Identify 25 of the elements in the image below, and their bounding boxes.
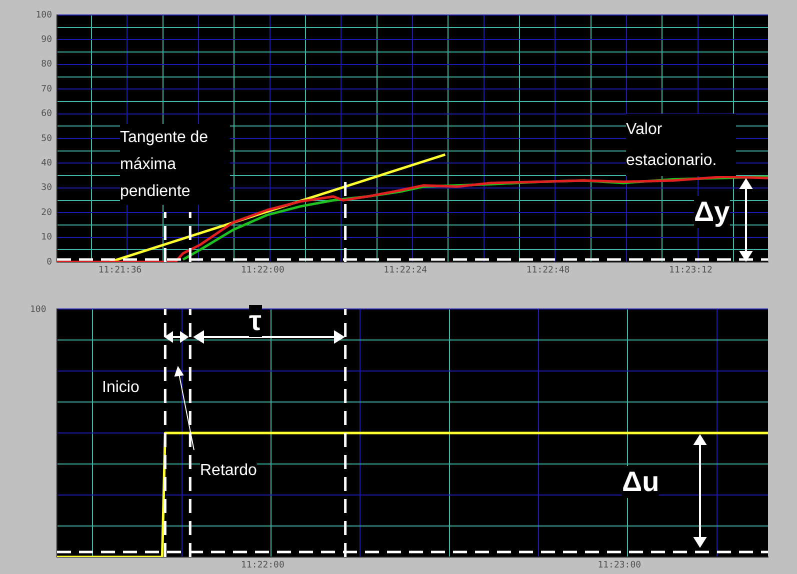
y-tick-label: 0 bbox=[46, 257, 52, 268]
x-tick-label: 11:23:00 bbox=[598, 560, 642, 571]
x-tick-label: 11:23:12 bbox=[669, 266, 712, 276]
y-tick-label: 80 bbox=[41, 60, 52, 70]
y-tick-label: 50 bbox=[41, 134, 52, 144]
y-tick-label: 40 bbox=[41, 158, 52, 169]
annotation: Δy bbox=[694, 196, 730, 228]
x-tick-label: 11:22:48 bbox=[526, 266, 570, 276]
y-tick-label: 70 bbox=[41, 84, 52, 94]
annotation: Δu bbox=[622, 466, 660, 498]
x-tick-label: 11:22:24 bbox=[384, 266, 428, 276]
annotation: Tangente de máxima pendiente bbox=[120, 124, 230, 205]
x-tick-label: 11:22:00 bbox=[241, 560, 284, 571]
text: τ bbox=[249, 305, 262, 337]
y-tick-label: 30 bbox=[41, 183, 52, 194]
y-tick-label: 20 bbox=[41, 208, 52, 218]
y-tick-label: 60 bbox=[41, 109, 52, 120]
x-tick-label: 11:22:00 bbox=[241, 266, 284, 276]
annotation: Valor estacionario. bbox=[626, 114, 736, 176]
text: Inicio bbox=[102, 379, 140, 397]
y-tick-label: 10 bbox=[41, 232, 52, 243]
y-tick-label: 90 bbox=[41, 35, 52, 46]
x-tick-label: 11:21:36 bbox=[98, 266, 142, 276]
y-tick-label: 100 bbox=[36, 10, 52, 20]
annotation: Retardo bbox=[200, 462, 257, 480]
